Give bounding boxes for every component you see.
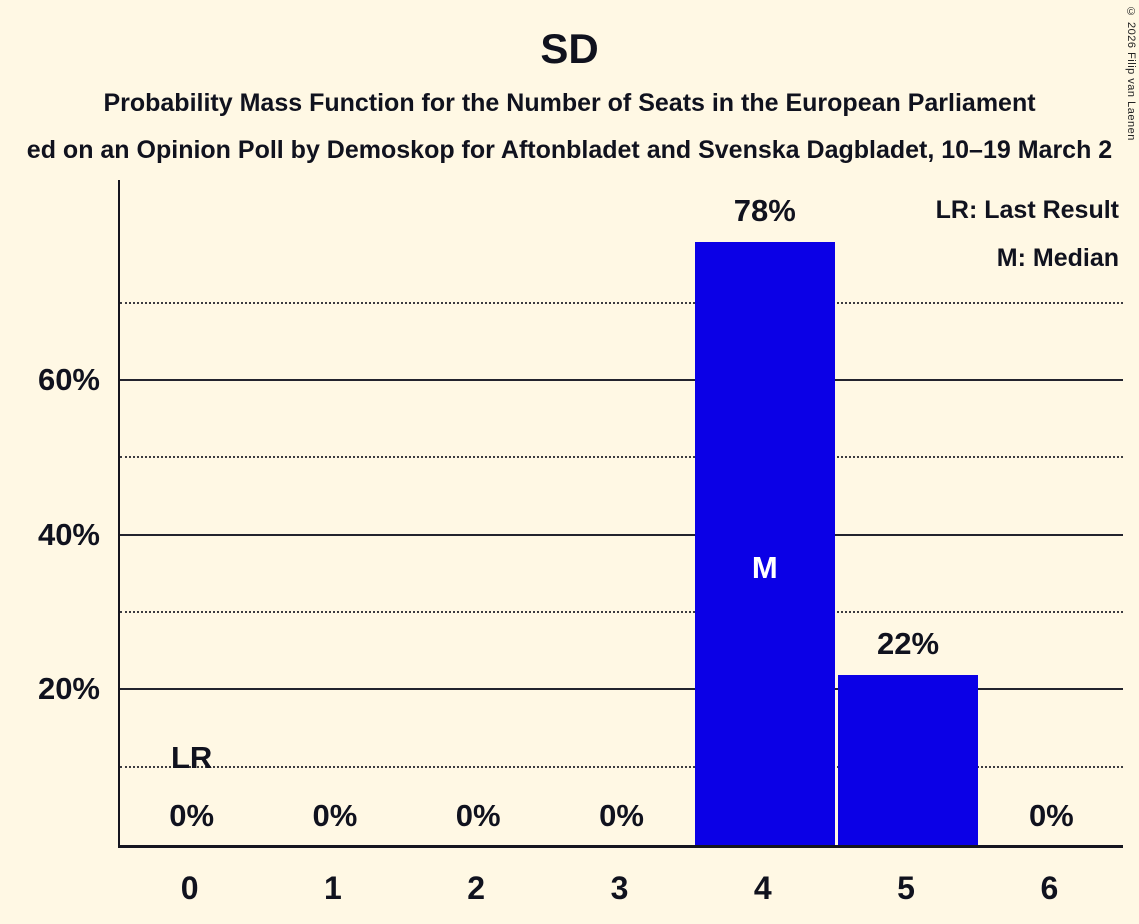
chart-subtitle: Probability Mass Function for the Number… [103, 89, 1036, 117]
chart-subtitle-source: ed on an Opinion Poll by Demoskop for Af… [26, 136, 1113, 164]
bar-value-label: 0% [169, 798, 215, 833]
plot-area: 0% LR 0% 0% 0% M 78% 22% 0% [118, 180, 1123, 848]
bar-value-label: 0% [455, 798, 501, 833]
last-result-marker: LR [170, 740, 213, 775]
bar-value-label: 78% [733, 192, 796, 228]
bar [837, 674, 979, 845]
legend-last-result: LR: Last Result [935, 196, 1119, 224]
copyright-notice: © 2026 Filip van Laenen [1125, 6, 1137, 141]
bar-value-label: 22% [877, 625, 940, 661]
x-tick-label: 1 [324, 870, 342, 906]
y-tick-label: 40% [37, 516, 100, 552]
chart-header: SD Probability Mass Function for the Num… [0, 0, 1139, 165]
x-tick-label: 5 [897, 870, 915, 906]
y-tick-label: 20% [37, 671, 100, 707]
median-marker: M [751, 549, 778, 585]
legend-median: M: Median [996, 244, 1119, 272]
gridline-dotted [120, 301, 1123, 304]
gridline-dotted [120, 765, 1123, 768]
x-tick-label: 2 [467, 870, 486, 906]
x-tick-label: 6 [1040, 870, 1059, 906]
bar-value-label: 0% [599, 798, 644, 833]
bar-value-label: 0% [1028, 798, 1074, 833]
x-tick-label: 4 [753, 870, 772, 906]
x-tick-label: 3 [610, 870, 629, 906]
gridline-dotted [120, 456, 1123, 459]
gridline-solid [120, 533, 1123, 536]
bar: M [694, 241, 835, 845]
chart-legend: LR: Last Result M: Median [936, 186, 1119, 282]
gridline-dotted [120, 611, 1123, 614]
x-tick-label: 0 [180, 870, 199, 906]
gridline-solid [120, 379, 1123, 382]
page-title: SD [540, 25, 599, 72]
gridline-solid [120, 688, 1123, 691]
y-tick-label: 60% [37, 362, 100, 398]
bar-value-label: 0% [312, 798, 358, 833]
